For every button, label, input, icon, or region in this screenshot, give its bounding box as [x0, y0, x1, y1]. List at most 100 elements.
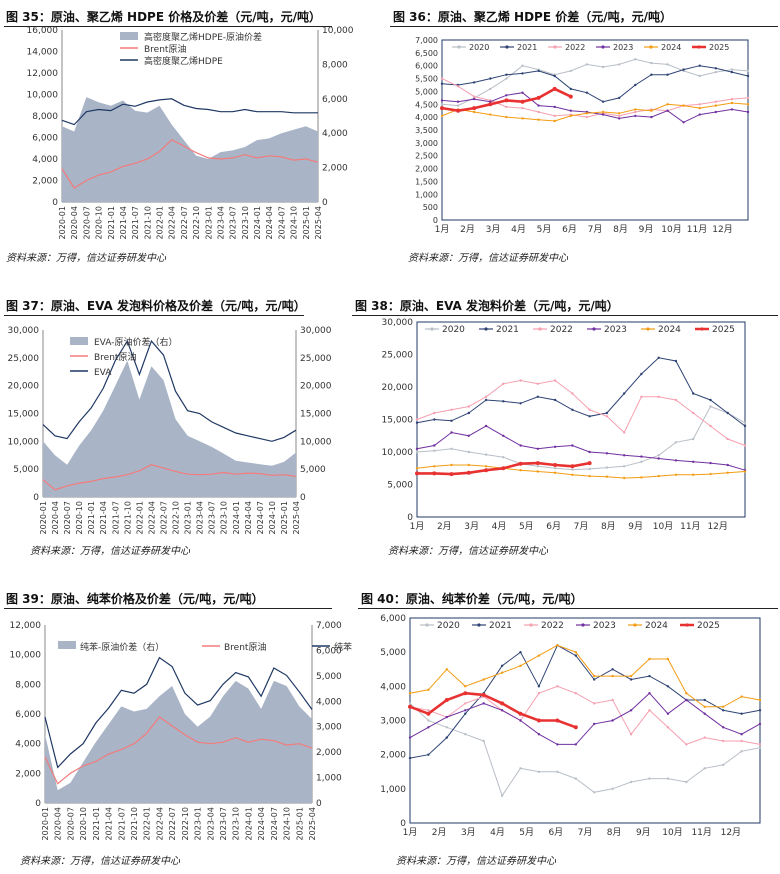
y-tick-left: 12,000: [27, 69, 59, 79]
point-2024: [758, 698, 762, 702]
title-rule-39: [4, 608, 332, 609]
chart-c35: 0 2,000 4,000 6,000 8,000 10,000 12,000 14,000 1…: [27, 26, 354, 239]
title-rule-35: [4, 26, 332, 27]
point-2022: [467, 405, 470, 408]
y-tick: 500: [423, 203, 438, 212]
point-2024: [593, 674, 596, 678]
point-2022: [698, 103, 701, 106]
point-2025: [573, 725, 578, 730]
point-2020: [456, 104, 460, 107]
point-2022: [730, 97, 734, 101]
point-2025: [426, 711, 431, 716]
point-2022: [623, 431, 626, 434]
x-tick-label: 2022-10: [172, 501, 181, 534]
legend-marker: [685, 623, 689, 627]
point-2025: [408, 704, 412, 709]
x-tick-label: 2022-04: [168, 206, 177, 239]
title-rule-40: [358, 608, 778, 609]
point-2022: [556, 685, 559, 688]
y-tick: 5,000: [380, 648, 406, 658]
point-2025: [432, 471, 437, 476]
point-2020: [758, 746, 762, 749]
point-2024: [464, 685, 467, 688]
x-tick-label: 2025-04: [308, 807, 317, 840]
point-2021: [657, 356, 660, 359]
legend-label: 2020: [437, 621, 460, 631]
point-2023: [634, 114, 637, 118]
point-2023: [722, 726, 725, 729]
y-tick-left: 15,000: [8, 410, 40, 420]
point-2024: [585, 112, 589, 115]
chart-title-40: 图 40：原油、纯苯价差（元/吨，元/吨）: [361, 592, 583, 606]
x-tick-label: 6月: [562, 224, 577, 235]
point-2023: [467, 434, 470, 437]
x-tick-label: 2022-01: [156, 206, 165, 239]
point-2024: [648, 657, 651, 661]
y-tick-right: 5,000: [316, 672, 342, 682]
series-line-2024: [441, 102, 749, 122]
point-2021: [623, 392, 626, 395]
point-2021: [484, 398, 488, 402]
point-2020: [605, 466, 609, 469]
source-note-36: 资料来源：万得，信达证券研发中心: [408, 253, 568, 264]
legend-marker: [457, 45, 461, 49]
point-2023: [571, 444, 574, 447]
x-tick-label: 2021-04: [99, 501, 108, 534]
x-tick-label: 6月: [548, 827, 563, 838]
product-line: [44, 656, 313, 769]
point-2023: [519, 719, 522, 722]
chart-title-38: 图 38：原油、EVA 发泡料价差（元/吨，元/吨）: [355, 299, 619, 313]
x-tick-label: 2024-01: [244, 807, 253, 840]
point-2024: [666, 657, 670, 661]
x-tick-label: 2024-04: [265, 206, 274, 239]
point-2022: [726, 437, 729, 441]
x-tick-label: 2020-07: [82, 206, 91, 239]
point-2024: [685, 692, 688, 695]
y-tick-right: 0: [316, 799, 322, 809]
series-line-2021: [409, 644, 761, 759]
y-tick-left: 4,000: [15, 740, 41, 750]
point-2024: [746, 103, 750, 106]
point-2020: [657, 454, 660, 457]
source-note-38: 资料来源：万得，信达证券研发中心: [388, 546, 548, 557]
x-tick-label: 2022-07: [168, 807, 177, 840]
x-tick-label: 2023-07: [208, 501, 217, 534]
point-2021: [593, 678, 596, 681]
point-2024: [467, 463, 470, 467]
chart-c40: 0 1,000 2,000 3,000 4,000 5,000 6,000 1月 2月 3月 4月 5…: [380, 614, 762, 838]
point-2021: [521, 72, 524, 75]
point-2022: [634, 110, 637, 114]
series-line-2020: [441, 58, 749, 107]
point-2025: [449, 472, 454, 477]
point-2020: [500, 794, 504, 797]
x-tick-label: 12月: [721, 827, 741, 838]
x-tick-label: 11月: [687, 224, 707, 235]
legend-label: 2024: [645, 621, 668, 631]
x-tick-label: 2020-04: [54, 807, 63, 840]
x-tick-label: 4月: [490, 827, 505, 838]
x-tick-label: 7月: [588, 224, 603, 235]
point-2024: [743, 470, 747, 473]
point-2023: [473, 97, 476, 101]
y-tick-right: 20,000: [300, 382, 332, 392]
x-tick-label: 2023-07: [229, 206, 238, 239]
point-2023: [629, 709, 633, 712]
x-tick-label: 3月: [461, 827, 476, 838]
x-tick-label: 2025-04: [292, 501, 301, 534]
legend-label: 2022: [550, 325, 573, 335]
chart-c38: 0 5,000 10,000 15,000 20,000 25,000 30,000 1月 2月…: [382, 318, 747, 532]
point-2020: [440, 103, 444, 106]
point-2022: [415, 418, 419, 421]
x-tick-label: 2022-07: [180, 206, 189, 239]
y-tick: 10,000: [382, 448, 414, 458]
legend-marker: [484, 327, 488, 331]
point-2025: [501, 466, 506, 471]
point-2023: [484, 424, 488, 428]
point-2021: [574, 654, 577, 657]
y-tick-right: 30,000: [300, 326, 332, 336]
legend-label: Brent原油: [94, 351, 136, 363]
y-tick: 2,500: [415, 152, 438, 161]
y-tick-left: 20,000: [8, 382, 40, 392]
point-2023: [500, 709, 504, 712]
